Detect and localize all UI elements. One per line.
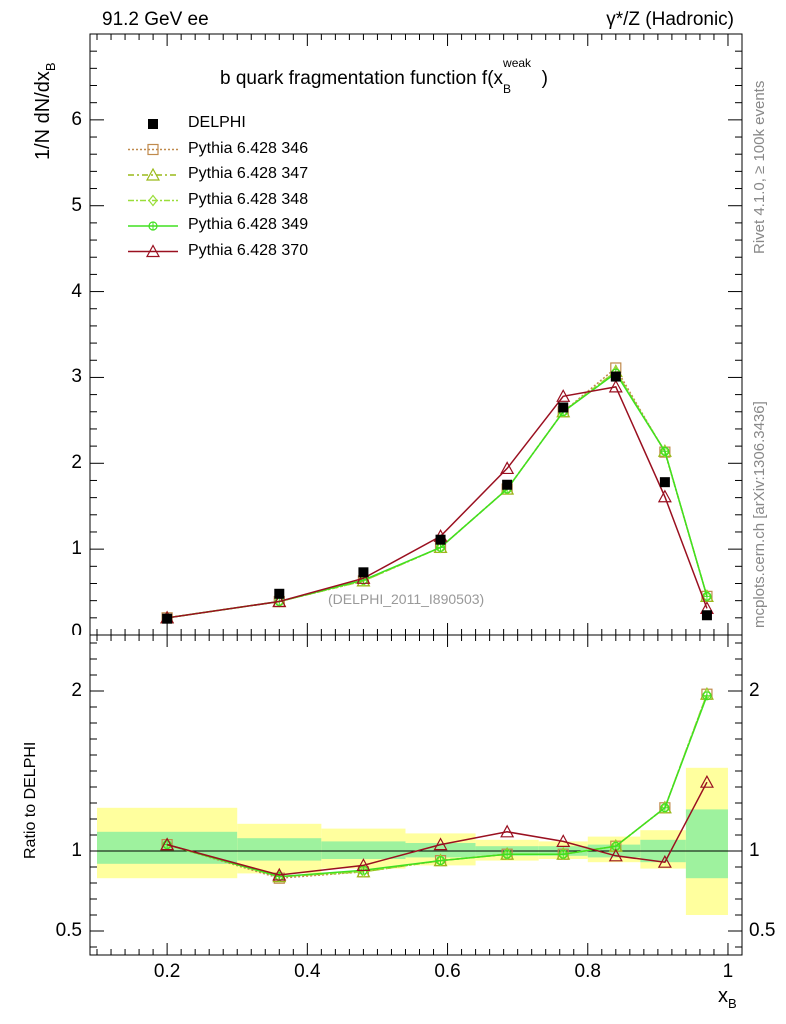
series-point-4: [272, 594, 287, 608]
y-tick-label: 3: [71, 366, 82, 388]
ratio-series-point-4: [433, 837, 448, 851]
series-line-4: [167, 386, 708, 619]
series-line-0: [167, 366, 708, 619]
series-point-4: [608, 379, 623, 393]
mcplots-label: mcplots.cern.ch [arXiv:1306.3436]: [751, 401, 768, 628]
energy-label: 91.2 GeV ee: [102, 9, 209, 30]
series-point-3: [660, 446, 670, 456]
y-tick-label: 6: [71, 108, 82, 130]
ratio-band-green: [321, 841, 406, 859]
ratio-tick-label: 1: [71, 840, 82, 861]
process-label: γ*/Z (Hadronic): [606, 9, 734, 30]
x-axis-label-main: x: [718, 985, 728, 1007]
series-point-4: [356, 571, 371, 584]
x-tick-label: 0.6: [434, 961, 461, 982]
series-point-2: [660, 445, 670, 458]
plot-title-sup: weak: [503, 56, 532, 70]
legend-label-2: Pythia 6.428 348: [188, 190, 309, 208]
plot-title-main: b quark fragmentation function f(x: [220, 68, 504, 89]
ratio-series-point-4: [608, 848, 623, 862]
data-point: [502, 479, 513, 490]
ratio-series-point-4: [699, 774, 714, 788]
plot-title-close: ): [541, 68, 548, 89]
ratio-series-point-4: [556, 834, 571, 848]
ratio-series-point-3: [435, 855, 446, 866]
x-axis-label: xB: [718, 985, 737, 1011]
legend-marker-data: [148, 119, 158, 129]
ratio-band-green: [685, 809, 728, 879]
data-point: [435, 534, 446, 545]
ratio-panel-frame: [89, 634, 743, 956]
x-tick-label: 0.2: [153, 961, 181, 982]
legend-marker-1: [145, 167, 161, 181]
legend-marker-2: [148, 194, 158, 207]
plot-title: b quark fragmentation function f(x weak …: [220, 56, 548, 96]
ratio-series-point-2: [660, 801, 670, 814]
ratio-tick-label-right: 2: [749, 680, 760, 701]
y-tick-label: 0: [71, 621, 82, 635]
ratio-series-point-3: [558, 849, 568, 859]
ratio-series-point-4: [500, 824, 515, 838]
plot-title-sub: B: [503, 82, 512, 96]
y-tick-label: 1: [71, 538, 82, 560]
y-tick-label: 2: [71, 452, 82, 474]
y-axis-label-sub: B: [43, 62, 58, 72]
ratio-tick-label: 0.5: [55, 920, 82, 941]
ratio-series-point-3: [660, 803, 670, 813]
ratio-series-line-4: [166, 781, 708, 876]
ratio-series-point-2: [502, 848, 512, 861]
legend-marker-0: [147, 143, 159, 156]
data-point: [274, 588, 285, 599]
ratio-series-point-3: [702, 691, 712, 701]
ratio-tick-label-right: 0.5: [749, 920, 776, 941]
x-axis-label-sub: B: [728, 996, 737, 1011]
ratio-band-green: [237, 838, 322, 861]
legend-label-4: Pythia 6.428 370: [188, 241, 309, 259]
data-point: [659, 477, 670, 488]
y-tick-label: 4: [71, 280, 82, 302]
series-point-4: [500, 461, 515, 475]
x-tick-label: 1: [722, 961, 734, 982]
data-point: [358, 567, 369, 578]
legend-label-3: Pythia 6.428 349: [188, 216, 309, 233]
analysis-id: (DELPHI_2011_I890503): [328, 591, 485, 607]
x-tick-label: 0.8: [574, 961, 601, 982]
ratio-series-point-2: [435, 854, 446, 867]
ratio-series-point-3: [502, 849, 512, 859]
ratio-series-point-4: [356, 858, 371, 872]
rivet-label: Rivet 4.1.0, ≥ 100k events: [751, 80, 768, 254]
legend-label-0: Pythia 6.428 346: [188, 139, 309, 157]
ratio-series-point-4: [272, 867, 287, 881]
series-point-4: [657, 489, 672, 503]
data-point: [162, 613, 173, 624]
ratio-series-point-2: [558, 848, 568, 861]
legend-marker-4: [145, 244, 161, 258]
ratio-tick-label-right: 1: [749, 840, 760, 861]
data-point: [610, 371, 621, 382]
legend-label-data: DELPHI: [188, 114, 246, 131]
data-point: [558, 402, 569, 413]
ratio-band-green: [405, 843, 476, 858]
ratio-series-point-4: [657, 854, 672, 868]
ratio-tick-label: 2: [71, 680, 82, 701]
x-tick-label: 0.4: [294, 961, 321, 982]
series-point-4: [556, 389, 571, 402]
ratio-series-point-4: [160, 837, 175, 851]
legend-marker-3: [148, 221, 158, 231]
legend-label-1: Pythia 6.428 347: [188, 165, 309, 182]
data-point: [701, 610, 712, 621]
y-tick-label: 5: [71, 194, 82, 216]
